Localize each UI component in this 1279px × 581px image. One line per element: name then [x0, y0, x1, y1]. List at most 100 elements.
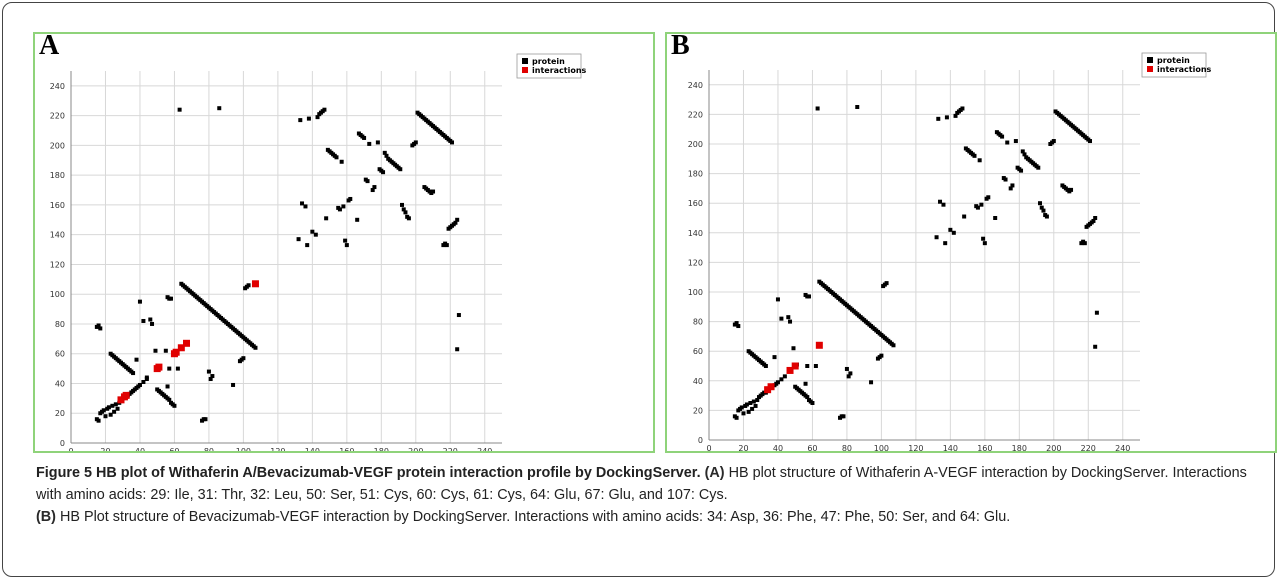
- protein-point: [112, 409, 117, 414]
- protein-point: [1008, 186, 1013, 191]
- y-tick-label: 160: [50, 201, 65, 210]
- protein-point: [993, 216, 998, 220]
- protein-point: [141, 379, 146, 384]
- x-tick-label: 80: [204, 447, 214, 451]
- protein-point: [1088, 139, 1093, 144]
- protein-point: [110, 403, 115, 408]
- protein-point: [339, 159, 344, 164]
- protein-point: [96, 418, 101, 423]
- protein-point: [334, 155, 339, 160]
- x-tick-label: 200: [1046, 444, 1061, 451]
- protein-point: [137, 299, 142, 304]
- protein-point: [206, 369, 211, 374]
- protein-point: [165, 384, 170, 389]
- x-tick-label: 180: [374, 447, 389, 451]
- protein-point: [1036, 165, 1041, 170]
- y-tick-label: 120: [688, 258, 703, 267]
- protein-point: [456, 313, 461, 318]
- protein-point: [172, 403, 177, 408]
- protein-point: [106, 405, 111, 410]
- y-tick-label: 0: [698, 436, 703, 445]
- y-tick-label: 200: [688, 140, 703, 149]
- protein-point: [398, 167, 403, 172]
- protein-point: [413, 140, 418, 145]
- protein-point: [137, 382, 142, 387]
- x-tick-label: 240: [477, 447, 492, 451]
- protein-point: [944, 115, 949, 120]
- protein-point: [406, 216, 411, 221]
- protein-point: [1005, 140, 1010, 145]
- protein-point: [400, 202, 405, 207]
- y-tick-label: 100: [50, 290, 65, 299]
- protein-point: [337, 207, 342, 212]
- hb-plot-b: 0 20 40 60 80 100 120 140 160 180 200 220 240 0 20 40 60…: [688, 52, 1212, 451]
- protein-point: [150, 321, 155, 326]
- protein-point: [141, 318, 146, 323]
- x-tick-label: 60: [807, 444, 817, 451]
- interaction-point: [122, 391, 130, 399]
- protein-point: [1019, 168, 1024, 173]
- protein-point: [210, 374, 215, 379]
- protein-point: [370, 188, 375, 193]
- protein-point: [815, 106, 820, 111]
- protein-point: [313, 232, 318, 237]
- x-tick-label: 100: [236, 447, 251, 451]
- protein-point: [810, 401, 815, 405]
- protein-point: [341, 204, 346, 209]
- x-tick-label: 60: [169, 447, 179, 451]
- legend-swatch-protein: [1147, 57, 1153, 63]
- protein-point: [303, 204, 308, 209]
- hb-plot-a: 0 20 40 60 80 100 120 140 160 180 200 220 240 0 20 40 60…: [50, 53, 587, 451]
- y-tick-label: 140: [50, 231, 65, 240]
- protein-point: [98, 326, 103, 331]
- protein-point: [450, 140, 455, 145]
- protein-point: [322, 107, 327, 112]
- protein-point: [375, 140, 380, 145]
- y-tick-label: 60: [55, 350, 65, 359]
- y-tick-label: 140: [688, 229, 703, 238]
- figure-caption: Figure 5 HB plot of Withaferin A/Bevaciz…: [36, 462, 1272, 528]
- y-tick-label: 60: [693, 347, 703, 356]
- protein-point: [148, 317, 153, 322]
- protein-point: [855, 105, 860, 109]
- protein-point: [167, 366, 172, 371]
- protein-point: [943, 241, 948, 246]
- protein-point: [372, 185, 377, 190]
- interaction-point: [177, 344, 185, 352]
- y-tick-label: 240: [688, 81, 703, 90]
- protein-point: [431, 189, 436, 194]
- legend-swatch-interactions: [522, 67, 528, 73]
- caption-a-label: (A): [704, 465, 725, 481]
- protein-point: [972, 153, 977, 158]
- legend-label-interactions: interactions: [1157, 65, 1212, 74]
- protein-point: [403, 210, 408, 215]
- x-tick-label: 200: [408, 447, 423, 451]
- caption-b-label: (B): [36, 509, 56, 525]
- protein-point: [324, 216, 329, 221]
- protein-point: [982, 241, 987, 246]
- protein-point: [296, 237, 301, 242]
- protein-point: [217, 106, 222, 111]
- protein-point: [300, 201, 305, 206]
- y-tick-label: 180: [688, 170, 703, 179]
- x-tick-label: 20: [738, 444, 748, 451]
- protein-point: [1069, 187, 1074, 192]
- legend-label-protein: protein: [532, 57, 565, 66]
- y-tick-label: 20: [693, 406, 703, 415]
- x-tick-label: 140: [305, 447, 320, 451]
- x-tick-label: 40: [773, 444, 783, 451]
- protein-point: [241, 356, 246, 361]
- protein-point: [168, 296, 173, 301]
- protein-point: [348, 196, 353, 201]
- protein-point: [444, 243, 449, 248]
- protein-point: [744, 402, 749, 407]
- panel-b: B 0 20 40 60 80 100 120 140 160 180 200 220 240 0 20 40…: [665, 30, 1277, 453]
- protein-point: [848, 371, 853, 376]
- protein-point: [144, 375, 149, 380]
- x-tick-label: 0: [68, 447, 73, 451]
- caption-title: Figure 5 HB plot of Withaferin A/Bevaciz…: [36, 465, 701, 481]
- protein-point: [806, 294, 811, 299]
- x-tick-label: 140: [943, 444, 958, 451]
- protein-point: [779, 316, 784, 321]
- x-tick-label: 80: [842, 444, 852, 451]
